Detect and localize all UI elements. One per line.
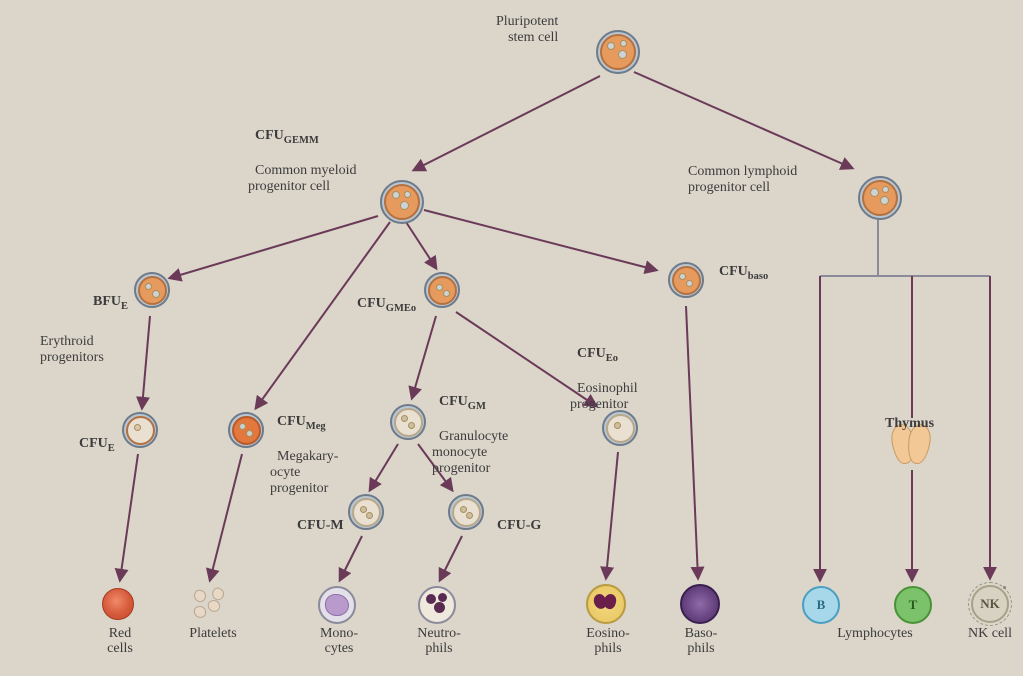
label-cfu-gm: CFUGM Granulocyte monocyte progenitor xyxy=(432,378,508,477)
terminal-platelets xyxy=(188,586,228,622)
label-thymus: Thymus xyxy=(878,400,934,432)
label-stem: Pluripotent stem cell xyxy=(496,14,558,46)
node-cfu-gemm xyxy=(380,180,424,224)
label-cfu-m: CFU-M xyxy=(290,502,344,534)
hematopoiesis-diagram: Pluripotent stem cell CFUGEMM Common mye… xyxy=(0,0,1023,676)
node-cfu-eo xyxy=(602,410,638,446)
node-cfu-m xyxy=(348,494,384,530)
node-pluripotent-stem-cell xyxy=(596,30,640,74)
terminal-neutrophil xyxy=(418,586,456,624)
label-monocytes: Mono- cytes xyxy=(312,626,366,657)
node-cfu-gm xyxy=(390,404,426,440)
label-cfu-meg: CFUMeg Megakary- ocyte progenitor xyxy=(270,398,338,497)
node-cfu-gmeo xyxy=(424,272,460,308)
label-cfu-g: CFU-G xyxy=(490,502,541,534)
label-eosinophils: Eosino- phils xyxy=(580,626,636,657)
terminal-red-cell xyxy=(102,588,134,620)
cell-icon xyxy=(596,30,640,74)
terminal-basophil xyxy=(680,584,720,624)
node-cfu-e xyxy=(122,412,158,448)
node-cfu-g xyxy=(448,494,484,530)
label-nk-cell: NK cell xyxy=(960,626,1020,641)
terminal-b-lymphocyte: B xyxy=(802,586,840,624)
terminal-monocyte xyxy=(318,586,356,624)
label-neutrophils: Neutro- phils xyxy=(410,626,468,657)
label-cfu-e: CFUE xyxy=(72,420,115,455)
edge-layer xyxy=(0,0,1023,676)
node-cfu-meg xyxy=(228,412,264,448)
terminal-nk-cell: NK xyxy=(968,582,1012,626)
label-bfu-e: BFUE xyxy=(86,278,128,313)
label-red-cells: Red cells xyxy=(96,626,144,657)
label-erythroid-progenitors: Erythroid progenitors xyxy=(40,334,104,366)
label-clp: Common lymphoid progenitor cell xyxy=(688,164,797,196)
label-cfu-baso: CFUbaso xyxy=(712,248,768,283)
label-platelets: Platelets xyxy=(178,626,248,641)
node-cfu-baso xyxy=(668,262,704,298)
node-common-lymphoid-progenitor xyxy=(858,176,902,220)
label-cfu-gemm: CFUGEMM Common myeloid progenitor cell xyxy=(248,112,357,195)
label-lymphocytes: Lymphocytes xyxy=(820,626,930,641)
label-basophils: Baso- phils xyxy=(676,626,726,657)
terminal-t-lymphocyte: T xyxy=(894,586,932,624)
node-bfu-e xyxy=(134,272,170,308)
label-cfu-eo: CFUEo Eosinophil progenitor xyxy=(570,330,638,413)
terminal-eosinophil xyxy=(586,584,626,624)
label-cfu-gmeo: CFUGMEo xyxy=(350,280,416,315)
